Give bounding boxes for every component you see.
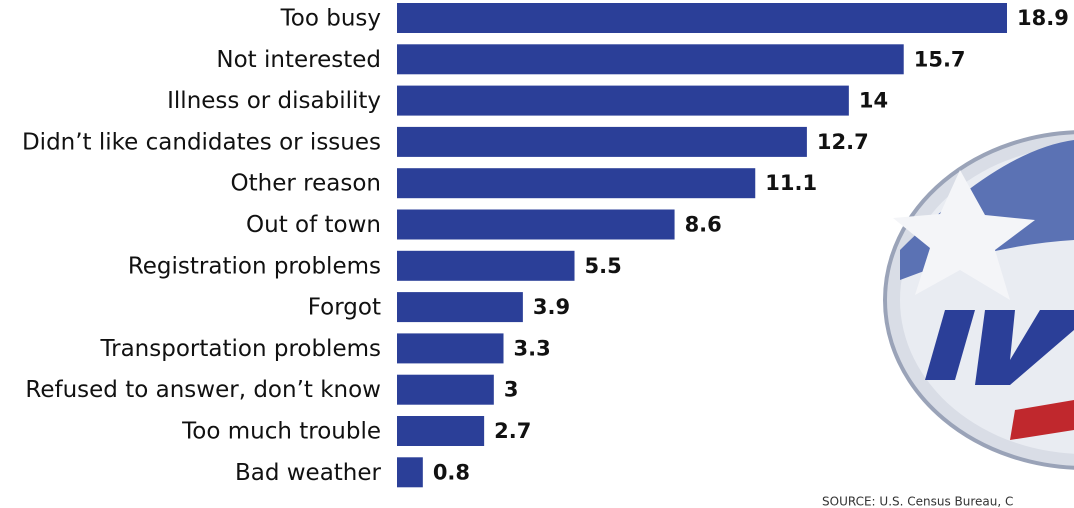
- bar: [397, 209, 675, 240]
- value-label: 0.8: [433, 460, 470, 484]
- bar: [397, 168, 756, 199]
- category-label: Out of town: [246, 212, 381, 238]
- category-label: Too much trouble: [181, 419, 381, 445]
- category-label: Too busy: [280, 6, 381, 32]
- category-label: Illness or disability: [167, 88, 381, 114]
- category-label: Transportation problems: [99, 336, 381, 362]
- value-label: 8.6: [685, 213, 722, 237]
- value-label: 3.9: [533, 295, 570, 319]
- bar: [397, 3, 1007, 33]
- value-label: 3: [504, 378, 519, 402]
- source-note: SOURCE: U.S. Census Bureau, C: [822, 495, 1013, 508]
- category-label: Registration problems: [128, 253, 381, 279]
- value-label: 2.7: [494, 419, 531, 443]
- badge-decoration: [883, 130, 1074, 470]
- bar: [397, 374, 494, 405]
- bar: [397, 126, 807, 157]
- value-label: 12.7: [817, 130, 869, 154]
- bar: [397, 333, 504, 364]
- category-label: Bad weather: [235, 460, 382, 486]
- value-label: 18.9: [1017, 6, 1069, 30]
- value-label: 3.3: [514, 336, 551, 360]
- bar: [397, 292, 523, 323]
- value-label: 14: [859, 89, 888, 113]
- bar: [397, 457, 423, 488]
- category-label: Not interested: [216, 47, 381, 73]
- bar: [397, 416, 485, 446]
- category-label: Forgot: [308, 295, 381, 321]
- bar: [397, 44, 904, 75]
- bar: [397, 85, 849, 116]
- value-label: 5.5: [585, 254, 622, 278]
- bar: [397, 250, 575, 281]
- category-label: Refused to answer, don’t know: [25, 377, 381, 403]
- value-label: 15.7: [914, 47, 966, 71]
- value-label: 11.1: [765, 171, 817, 195]
- category-label: Other reason: [231, 171, 381, 197]
- category-label: Didn’t like candidates or issues: [22, 129, 381, 155]
